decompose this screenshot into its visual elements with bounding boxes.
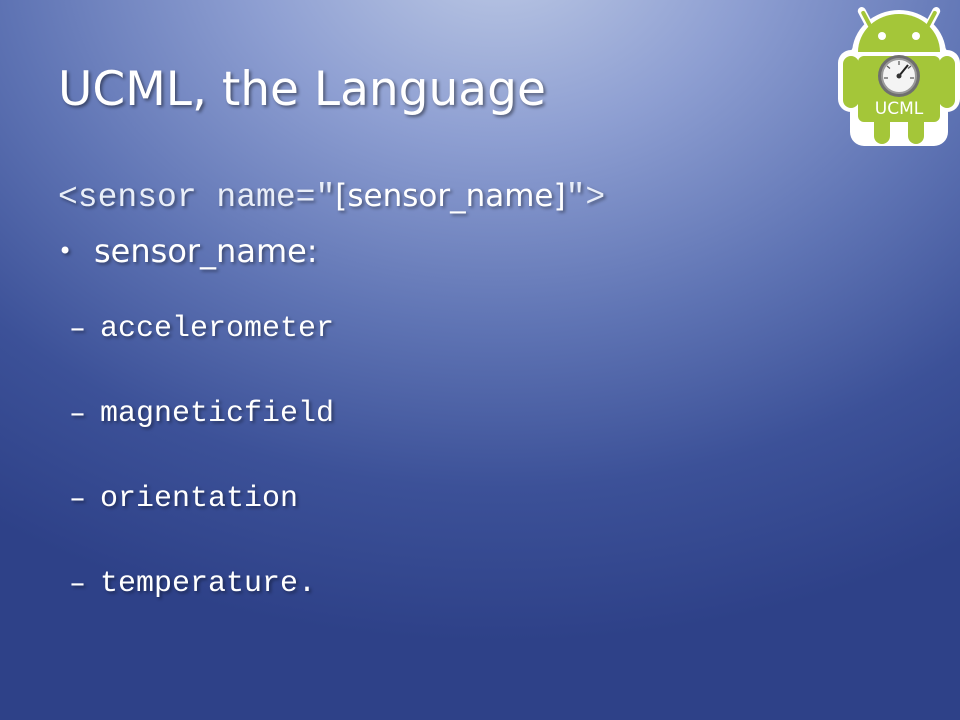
bullet-icon: • — [58, 237, 73, 265]
dash-icon: – — [70, 396, 85, 431]
list-item-label: accelerometer — [100, 312, 335, 346]
list-item: – orientation — [70, 470, 334, 555]
list-item: – temperature. — [70, 555, 334, 640]
dash-icon: – — [70, 311, 85, 346]
sub-list: – accelerometer – magneticfield – orient… — [70, 300, 334, 640]
dash-icon: – — [70, 566, 85, 601]
list-item: – accelerometer — [70, 300, 334, 385]
logo-text: UCML — [875, 99, 924, 119]
list-item-label: temperature. — [100, 567, 317, 601]
bullet-item: • sensor_name: — [58, 225, 318, 277]
bullet-text: sensor_name: — [94, 232, 318, 270]
dash-icon: – — [70, 481, 85, 516]
code-line: <sensor name="[sensor_name]"> — [58, 170, 605, 223]
list-item: – magneticfield — [70, 385, 334, 470]
slide-title: UCML, the Language — [58, 62, 546, 117]
list-item-label: orientation — [100, 482, 299, 516]
code-prefix: <sensor name=" — [58, 179, 336, 216]
android-gauge-icon: UCML — [838, 7, 960, 146]
list-item-label: magneticfield — [100, 397, 335, 431]
code-suffix: "> — [565, 179, 606, 216]
code-placeholder: [sensor_name] — [335, 178, 566, 214]
